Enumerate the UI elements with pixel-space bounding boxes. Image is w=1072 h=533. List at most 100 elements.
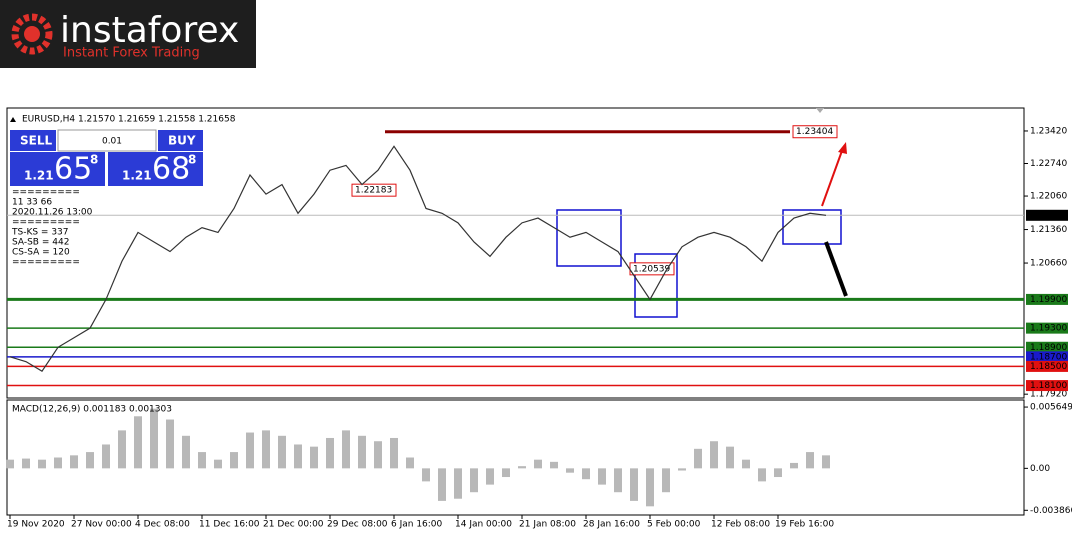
macd-bar (246, 432, 254, 469)
level-label: 1.18100 (1030, 381, 1067, 391)
x-tick-label: 5 Feb 00:00 (647, 520, 701, 530)
x-tick-label: 4 Dec 08:00 (135, 520, 190, 530)
macd-bar (662, 468, 670, 493)
y-tick-label: 1.20660 (1030, 259, 1067, 269)
macd-bar (198, 452, 206, 469)
macd-bar (758, 468, 766, 482)
macd-bar (38, 459, 46, 469)
current-price-label: 1.21658 (1030, 211, 1067, 221)
macd-bar (438, 468, 446, 501)
macd-bar (566, 468, 574, 473)
buy-label: BUY (168, 134, 196, 148)
x-tick-label: 6 Jan 16:00 (391, 520, 443, 530)
lot-value: 0.01 (102, 137, 122, 147)
level-tag (1026, 380, 1068, 392)
level-tag (1026, 293, 1068, 305)
down-line (824, 241, 848, 297)
zone-box (782, 209, 842, 245)
macd-bar (726, 446, 734, 469)
zone-box (634, 253, 678, 318)
logo-tagline: Instant Forex Trading (63, 46, 200, 61)
price-label: 1.22183 (355, 186, 392, 196)
shift-marker (816, 108, 824, 113)
bid-frac: 8 (90, 153, 98, 167)
y-tick-label: 1.17920 (1030, 390, 1067, 400)
level-label: 1.19900 (1030, 295, 1067, 305)
up-arrow (821, 147, 844, 207)
macd-bar (102, 444, 110, 469)
info-line: ========= (12, 258, 80, 268)
macd-bar (502, 468, 510, 478)
macd-bar (150, 408, 158, 469)
level-tag (1026, 351, 1068, 363)
x-tick-label: 12 Feb 08:00 (711, 520, 770, 530)
x-tick-label: 29 Dec 08:00 (327, 520, 388, 530)
logo-gear (11, 13, 53, 55)
macd-bar (278, 435, 286, 469)
collapse-icon (10, 117, 16, 122)
info-line: 11 33 66 (12, 198, 52, 208)
info-line: 2020.11.26 13:00 (12, 208, 93, 218)
sell-label: SELL (20, 134, 52, 148)
x-tick-label: 28 Jan 16:00 (583, 520, 640, 530)
level-tag (1026, 322, 1068, 334)
x-tick-label: 11 Dec 16:00 (199, 520, 260, 530)
macd-bar (54, 457, 62, 469)
macd-bar (326, 437, 334, 469)
ask-big: 1.21 (122, 169, 152, 183)
x-tick-label: 19 Feb 16:00 (775, 520, 834, 530)
price-label: 1.23404 (796, 127, 833, 137)
macd-bar (86, 452, 94, 469)
level-label: 1.18900 (1030, 343, 1067, 353)
price-label: 1.20539 (633, 264, 670, 274)
macd-bar (6, 459, 14, 469)
info-line: SA-SB = 442 (12, 238, 69, 248)
macd-bar (710, 441, 718, 469)
macd-bar (550, 461, 558, 469)
macd-bar (774, 468, 782, 478)
price-label-box (792, 125, 838, 139)
bid-box[interactable] (10, 152, 105, 186)
macd-bar (806, 452, 814, 469)
x-tick-label: 21 Dec 00:00 (263, 520, 324, 530)
logo-name: instaforex (60, 10, 239, 51)
y-tick-label: 1.22740 (1030, 159, 1067, 169)
level-label: 1.18700 (1030, 352, 1067, 362)
info-line: ========= (12, 188, 80, 198)
macd-bar (358, 435, 366, 469)
x-tick-label: 14 Jan 00:00 (455, 520, 512, 530)
logo-gear-core (24, 26, 40, 42)
y-tick-label: 1.21360 (1030, 225, 1067, 235)
current-price-tag (1026, 209, 1068, 221)
ask-box[interactable] (108, 152, 203, 186)
y-tick-label: 1.23420 (1030, 126, 1067, 136)
y-tick-label: 0.005649 (1030, 403, 1072, 413)
macd-bar (406, 457, 414, 469)
level-label: 1.19300 (1030, 324, 1067, 334)
ask-frac: 8 (188, 153, 196, 167)
up-arrowhead (838, 142, 847, 154)
macd-bar (454, 468, 462, 499)
macd-bar (214, 459, 222, 469)
macd-bar (678, 468, 686, 471)
macd-panel (6, 399, 1025, 516)
sell-button[interactable] (10, 130, 56, 151)
macd-bar (262, 430, 270, 469)
macd-bar (390, 437, 398, 469)
macd-bar (582, 468, 590, 480)
level-label: 1.18500 (1030, 362, 1067, 372)
macd-bar (614, 468, 622, 493)
logo-box (0, 0, 256, 68)
trade-panel: SELL 0.01 BUY 1.21 65 8 1.21 68 8 (10, 129, 203, 187)
buy-button[interactable] (158, 130, 203, 151)
info-line: ========= (12, 218, 80, 228)
macd-bar (70, 455, 78, 469)
info-line: TS-KS = 337 (11, 228, 69, 238)
macd-bar (342, 430, 350, 469)
macd-bar (518, 466, 526, 469)
bid-big: 1.21 (24, 169, 54, 183)
macd-bar (646, 468, 654, 507)
macd-bar (598, 468, 606, 485)
lot-input[interactable] (57, 129, 157, 152)
